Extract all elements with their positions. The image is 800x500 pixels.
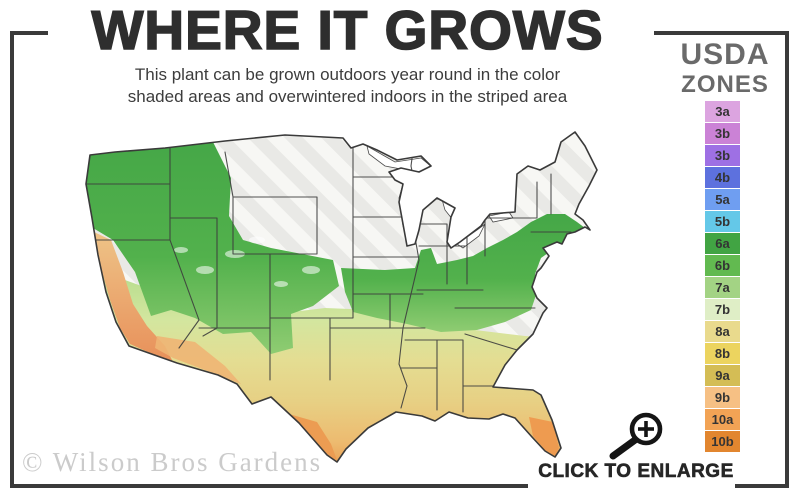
magnifier-plus-icon[interactable] (598, 408, 674, 460)
zone-swatch-14-9b: 9b (705, 387, 740, 408)
page-title: WHERE IT GROWS (91, 0, 604, 61)
zone-swatch-9-7a: 7a (705, 277, 740, 298)
zone-swatch-10-7b: 7b (705, 299, 740, 320)
zone-swatch-4-4b: 4b (705, 167, 740, 188)
legend-title-usda: USDA (680, 38, 770, 71)
zone-list: 3a 3b 3b 4b 5a 5b 6a 6b 7a 7b 8a 8b 9a 9b 10a 10b (705, 101, 740, 453)
header: WHERE IT GROWS This plant can be grown o… (0, 0, 695, 108)
subtitle-line-1: This plant can be grown outdoors year ro… (134, 64, 561, 84)
zone-swatch-3-3b: 3b (705, 145, 740, 166)
zone-swatch-12-8b: 8b (705, 343, 740, 364)
south-florida-warm-area (529, 417, 559, 456)
watermark: © Wilson Bros Gardens (22, 447, 323, 477)
zone-swatch-16-10b: 10b (705, 431, 740, 452)
zone-swatch-5-5a: 5a (705, 189, 740, 210)
legend-title-zones: ZONES (681, 71, 769, 98)
usda-zones-legend-title: USDA ZONES (658, 40, 792, 97)
central-green-band (341, 214, 585, 332)
frame-border-right (785, 31, 789, 488)
frame-border-top-right (654, 31, 789, 35)
frame-border-bottom-left (10, 484, 528, 488)
frame-border-left (10, 31, 14, 488)
state-borders (86, 135, 572, 413)
west-green-area (86, 138, 339, 354)
california-coast-warm-strip (94, 232, 173, 362)
frame-border-top-left (10, 31, 48, 35)
subtitle: This plant can be grown outdoors year ro… (0, 64, 695, 108)
arizona-desert-area (155, 336, 241, 384)
click-to-enlarge-label[interactable]: CLICK TO ENLARGE (538, 461, 734, 483)
click-to-enlarge[interactable]: CLICK TO ENLARGE (530, 408, 742, 483)
us-zone-map-svg (85, 131, 598, 463)
channel-islands (105, 318, 116, 330)
us-outline (85, 131, 598, 463)
zone-swatch-11-8a: 8a (705, 321, 740, 342)
zone-swatch-8-6b: 6b (705, 255, 740, 276)
zone-swatch-2-3b: 3b (705, 123, 740, 144)
zone-swatch-7-6a: 6a (705, 233, 740, 254)
subtitle-line-2: shaded areas and overwintered indoors in… (127, 86, 568, 106)
frame-border-bottom-right (735, 484, 789, 488)
us-zone-map[interactable] (85, 122, 605, 472)
zone-swatch-1-3a: 3a (705, 101, 740, 122)
zone-swatch-6-5b: 5b (705, 211, 740, 232)
zone-swatch-13-9a: 9a (705, 365, 740, 386)
zone-swatch-15-10a: 10a (705, 409, 740, 430)
